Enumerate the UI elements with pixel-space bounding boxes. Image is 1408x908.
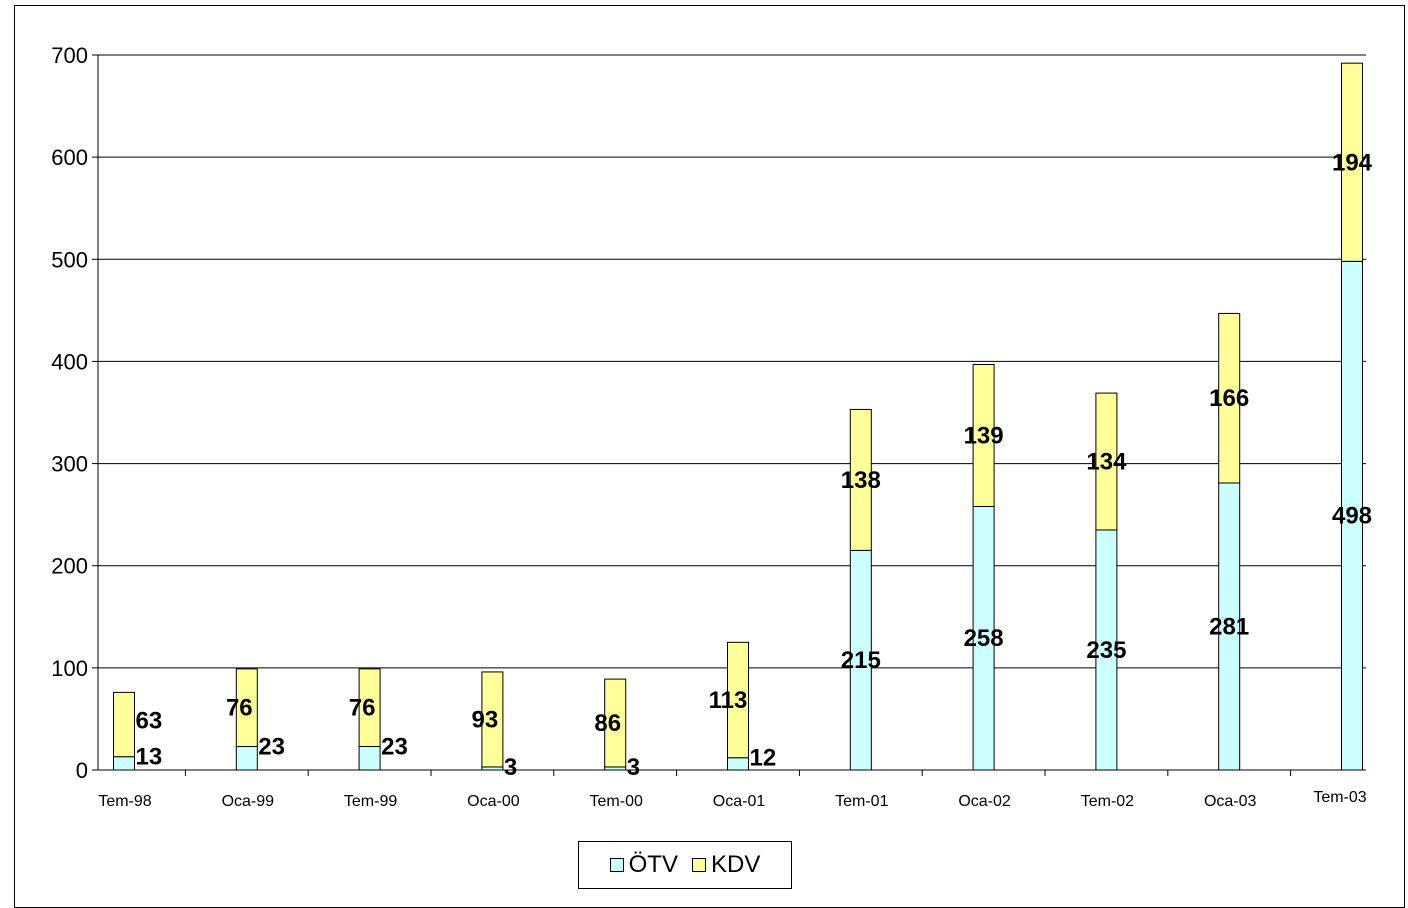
x-tick-label: Tem-01 xyxy=(835,793,888,810)
data-label-otv: 498 xyxy=(1332,503,1372,530)
data-label-kdv: 194 xyxy=(1332,149,1373,176)
legend-swatch-otv xyxy=(609,858,624,872)
data-label-otv: 13 xyxy=(136,744,163,771)
bar-kdv xyxy=(113,691,135,758)
x-tick-label: Tem-98 xyxy=(98,793,151,810)
data-label-kdv: 86 xyxy=(594,710,621,737)
y-tick-label: 300 xyxy=(51,452,88,477)
data-label-otv: 235 xyxy=(1086,637,1126,664)
y-tick-label: 400 xyxy=(51,349,88,374)
data-label-otv: 3 xyxy=(504,754,517,781)
y-tick-label: 600 xyxy=(51,145,88,170)
legend-label-kdv: KDV xyxy=(710,851,761,878)
data-label-otv: 281 xyxy=(1209,613,1249,640)
x-tick-label: Tem-02 xyxy=(1081,793,1134,810)
data-label-otv: 23 xyxy=(258,734,285,761)
bar-kdv xyxy=(972,363,995,507)
x-tick-label: Oca-02 xyxy=(958,793,1011,810)
data-label-kdv: 166 xyxy=(1209,385,1249,412)
data-label-kdv: 138 xyxy=(841,467,881,494)
x-tick-label: Oca-00 xyxy=(467,793,520,810)
data-label-kdv: 139 xyxy=(964,422,1004,449)
x-tick-label: Tem-99 xyxy=(344,793,397,810)
x-tick-label: Oca-01 xyxy=(713,793,766,810)
bar-otv xyxy=(235,746,258,771)
data-label-otv: 23 xyxy=(381,734,408,761)
x-tick-label: Oca-03 xyxy=(1204,793,1257,810)
legend-label-otv: ÖTV xyxy=(628,851,678,878)
y-tick-label: 200 xyxy=(51,554,88,579)
legend-swatch-kdv xyxy=(691,858,706,872)
legend-entry-kdv: KDV xyxy=(691,851,761,879)
y-tick-label: 700 xyxy=(51,43,88,68)
data-label-otv: 3 xyxy=(627,754,640,781)
bar-otv xyxy=(358,746,381,771)
bar-kdv xyxy=(358,668,381,748)
x-tick-label: Tem-00 xyxy=(590,793,643,810)
data-label-otv: 215 xyxy=(841,647,881,674)
data-label-otv: 258 xyxy=(964,625,1004,652)
bar-kdv xyxy=(604,678,627,768)
gridlines xyxy=(98,54,1366,669)
data-label-kdv: 93 xyxy=(472,706,499,733)
legend-entry-otv: ÖTV xyxy=(609,851,678,879)
bar-kdv xyxy=(1095,392,1118,531)
bar-kdv xyxy=(1341,62,1363,262)
data-label-kdv: 76 xyxy=(349,695,376,722)
bar-kdv xyxy=(1218,312,1241,484)
y-tick-label: 0 xyxy=(76,758,88,783)
data-label-kdv: 63 xyxy=(136,707,163,734)
bar-kdv xyxy=(849,408,872,551)
bar-otv xyxy=(727,757,749,771)
bar-kdv xyxy=(727,641,749,759)
x-tick-label: Tem-03 xyxy=(1313,789,1366,806)
y-tick-label: 100 xyxy=(51,656,88,681)
bars xyxy=(113,62,1363,771)
data-label-otv: 12 xyxy=(750,745,777,772)
data-label-kdv: 76 xyxy=(226,695,253,722)
x-tick-label: Oca-99 xyxy=(222,793,275,810)
y-tick-label: 500 xyxy=(51,247,88,272)
bar-otv xyxy=(113,756,135,771)
data-label-kdv: 134 xyxy=(1086,449,1127,476)
bar-kdv xyxy=(481,671,504,768)
data-labels: 1363237623763933861211321513825813923513… xyxy=(136,149,1373,781)
axes: 0 100 200 300 400 500 600 700 Tem-98 Oca-99 Tem-99… xyxy=(51,43,1366,810)
data-label-kdv: 113 xyxy=(709,687,748,714)
bar-kdv xyxy=(235,668,258,748)
legend: ÖTV KDV xyxy=(578,841,792,889)
